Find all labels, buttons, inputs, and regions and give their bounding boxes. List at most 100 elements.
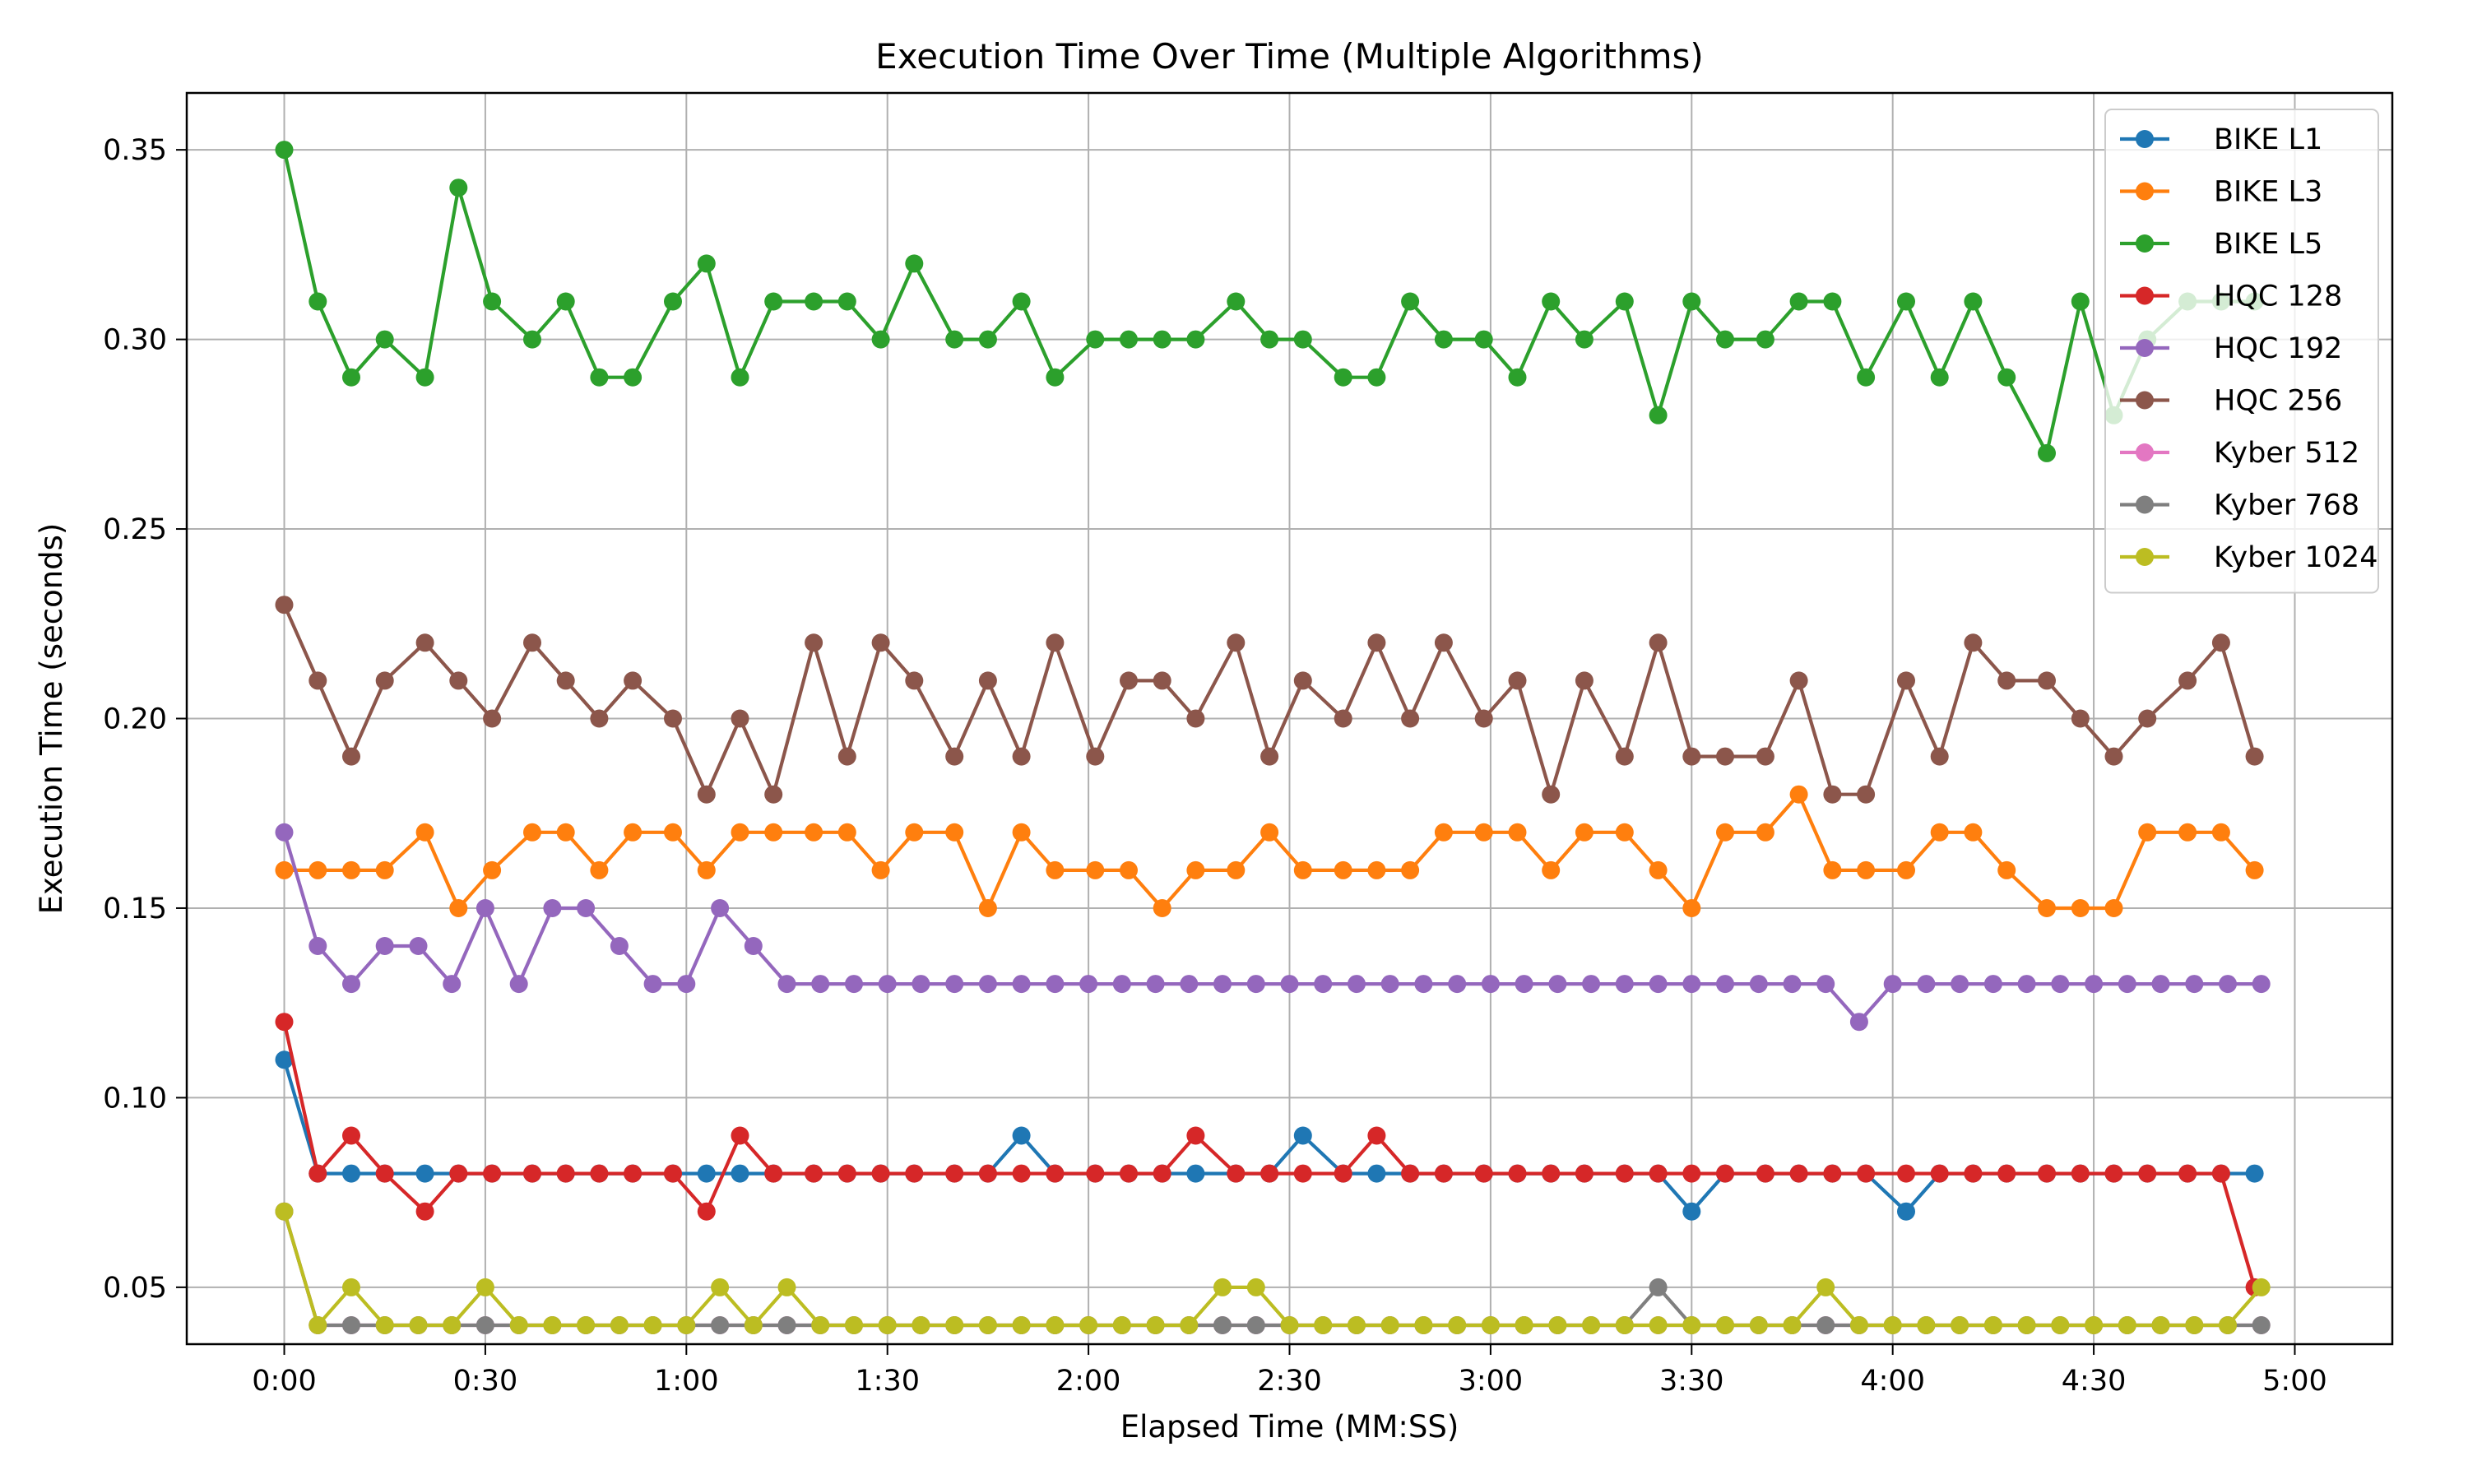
data-point	[1481, 1316, 1500, 1334]
legend-item: Kyber 768	[2120, 489, 2359, 522]
data-point	[764, 823, 783, 842]
data-point	[978, 330, 997, 349]
data-point	[1046, 1164, 1065, 1183]
data-point	[449, 671, 468, 690]
data-point	[1474, 1164, 1493, 1183]
series-lines	[275, 141, 2271, 1334]
data-point	[744, 937, 763, 955]
data-point	[945, 1316, 964, 1334]
y-tick-label: 0.30	[103, 324, 167, 357]
data-point	[1682, 899, 1701, 917]
legend-item: HQC 256	[2120, 385, 2342, 418]
data-point	[2071, 899, 2090, 917]
y-tick-label: 0.15	[103, 893, 167, 925]
data-point	[945, 975, 964, 994]
data-point	[1012, 1164, 1031, 1183]
data-point	[643, 975, 662, 994]
data-point	[483, 709, 502, 728]
data-point	[275, 1013, 294, 1032]
data-point	[2178, 823, 2197, 842]
data-point	[1964, 1164, 1983, 1183]
data-point	[1542, 785, 1561, 804]
data-point	[1314, 1316, 1333, 1334]
series-hqc-128	[275, 1013, 2264, 1296]
data-point	[677, 1316, 696, 1334]
data-point	[1012, 747, 1031, 766]
data-point	[590, 709, 609, 728]
data-point	[1716, 975, 1734, 994]
legend-item: HQC 192	[2120, 332, 2342, 365]
data-point	[845, 1316, 863, 1334]
data-point	[978, 899, 997, 917]
x-tick-label: 1:00	[654, 1365, 719, 1398]
data-point	[1227, 860, 1246, 879]
x-tick-label: 1:30	[855, 1365, 920, 1398]
x-tick-label: 0:30	[453, 1365, 518, 1398]
series-kyber-1024	[275, 1202, 2271, 1334]
data-point	[275, 1202, 294, 1221]
data-point	[1367, 1164, 1386, 1183]
data-point	[1086, 1164, 1105, 1183]
data-point	[1079, 1316, 1098, 1334]
data-point	[1293, 1126, 1312, 1145]
data-point	[275, 1050, 294, 1069]
data-point	[697, 1202, 716, 1221]
data-point	[1367, 368, 1386, 387]
data-point	[1575, 823, 1594, 842]
legend-label: BIKE L5	[2214, 228, 2322, 261]
data-point	[978, 1164, 997, 1183]
data-point	[2017, 1316, 2036, 1334]
data-point	[2104, 899, 2123, 917]
x-tick-label: 2:00	[1056, 1365, 1121, 1398]
x-tick-label: 5:00	[2262, 1365, 2327, 1398]
data-point	[731, 1126, 749, 1145]
data-point	[1615, 1316, 1634, 1334]
data-point	[1682, 1164, 1701, 1183]
data-point	[912, 975, 930, 994]
data-point	[2219, 975, 2237, 994]
data-point	[1012, 1126, 1031, 1145]
data-point	[308, 860, 327, 879]
y-tick-label: 0.35	[103, 134, 167, 167]
data-point	[1983, 1316, 2002, 1334]
data-point	[1508, 1164, 1527, 1183]
legend-marker	[2136, 339, 2154, 357]
data-point	[2138, 1164, 2157, 1183]
data-point	[1682, 747, 1701, 766]
data-point	[1897, 671, 1915, 690]
data-point	[1186, 1126, 1205, 1145]
x-tick-label: 2:30	[1257, 1365, 1322, 1398]
data-point	[1293, 671, 1312, 690]
series-bike-l5	[275, 141, 2264, 462]
data-point	[375, 1316, 394, 1334]
data-point	[1280, 975, 1299, 994]
data-point	[1575, 671, 1594, 690]
data-point	[945, 747, 964, 766]
data-point	[1153, 899, 1171, 917]
data-point	[375, 330, 394, 349]
data-point	[1246, 1316, 1265, 1334]
data-point	[1280, 1316, 1299, 1334]
chart-title: Execution Time Over Time (Multiple Algor…	[875, 36, 1704, 77]
data-point	[1823, 785, 1842, 804]
data-point	[342, 860, 360, 879]
y-tick-label: 0.05	[103, 1272, 167, 1305]
data-point	[731, 823, 749, 842]
data-point	[978, 975, 997, 994]
data-point	[2185, 1316, 2204, 1334]
data-point	[308, 937, 327, 955]
data-point	[1314, 975, 1333, 994]
x-tick-label: 3:00	[1459, 1365, 1524, 1398]
data-point	[878, 975, 897, 994]
legend-marker	[2136, 286, 2154, 305]
data-point	[483, 1164, 502, 1183]
data-point	[1401, 709, 1420, 728]
data-point	[1897, 860, 1915, 879]
data-point	[476, 1278, 494, 1296]
data-point	[664, 823, 682, 842]
data-point	[1983, 975, 2002, 994]
data-point	[1334, 368, 1352, 387]
data-point	[1548, 1316, 1567, 1334]
data-point	[731, 709, 749, 728]
